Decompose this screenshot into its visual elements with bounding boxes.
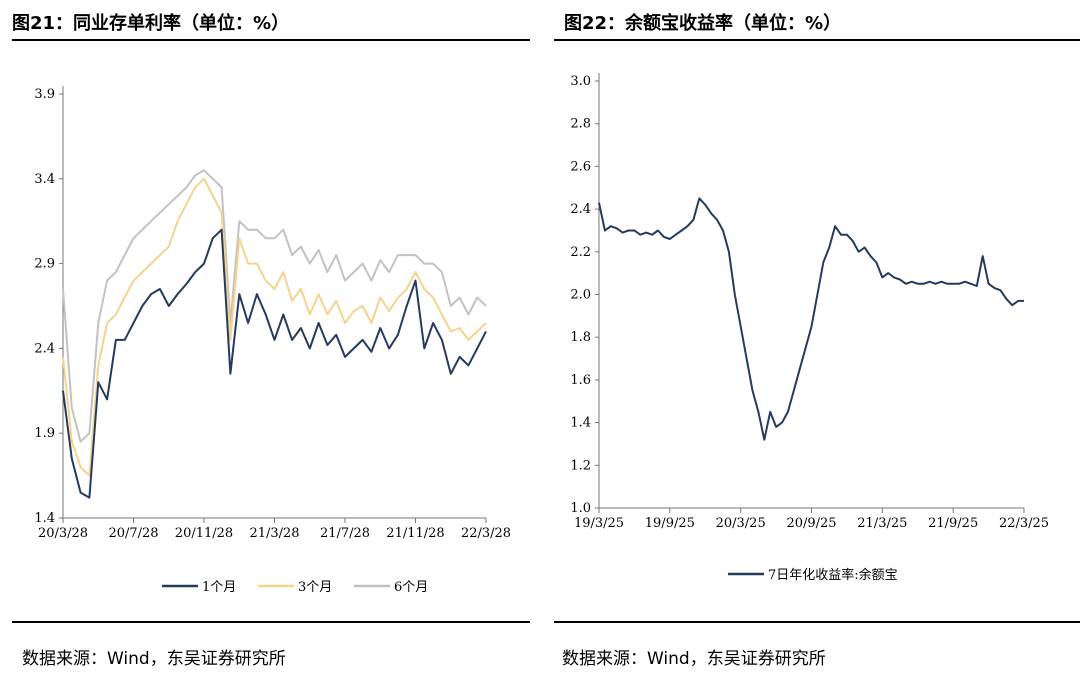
y-tick-label: 2.4 [570, 202, 591, 217]
x-tick-label: 20/9/25 [786, 516, 836, 531]
y-tick-label: 2.0 [570, 288, 591, 303]
x-tick-label: 21/7/28 [320, 526, 370, 541]
y-tick-label: 2.9 [34, 257, 55, 272]
x-tick-label: 21/3/28 [249, 526, 299, 541]
series-line [598, 197, 1024, 441]
y-tick-label: 2.6 [570, 159, 591, 174]
series-line [62, 228, 487, 499]
source-divider [12, 621, 530, 623]
x-tick-label: 20/7/28 [108, 526, 158, 541]
interbank-cd-rate-chart: 1.4 1.9 2.4 2.9 3.4 3.9 20/3/28 20/7/28 20/11/28… [34, 86, 511, 595]
figure-title: 图22：余额宝收益率（单位：%） [564, 13, 842, 34]
y-tick-label: 3.4 [34, 172, 55, 187]
source-divider [554, 621, 1080, 623]
x-tick-label: 19/3/25 [574, 516, 624, 531]
x-tick-label: 21/9/25 [928, 516, 978, 531]
figure-title: 图21：同业存单利率（单位：%） [12, 13, 290, 34]
y-tick-label: 3.9 [34, 87, 55, 102]
y-tick-label: 3.0 [570, 74, 591, 89]
y-tick-label: 1.0 [570, 501, 591, 516]
y-tick-label: 2.2 [570, 245, 591, 260]
y-tick-label: 2.8 [570, 117, 591, 132]
legend-label: 3个月 [298, 580, 332, 595]
x-tick-label: 20/11/28 [175, 526, 233, 541]
x-tick-label: 19/9/25 [645, 516, 695, 531]
source-note: 数据来源：Wind，东吴证券研究所 [562, 649, 826, 669]
x-tick-label: 21/11/28 [386, 526, 444, 541]
series-line [62, 169, 487, 443]
figure-21-panel: 图21：同业存单利率（单位：%） 1.4 1.9 2.4 2.9 3.4 3.9 20/3/… [12, 13, 530, 669]
y-tick-label: 1.8 [570, 330, 591, 345]
legend-label: 1个月 [202, 580, 236, 595]
x-tick-label: 22/3/28 [461, 526, 511, 541]
y-tick-label: 1.4 [34, 511, 55, 526]
y-tick-label: 2.4 [34, 341, 55, 356]
legend-label: 6个月 [394, 580, 428, 595]
y-tick-label: 1.9 [34, 426, 55, 441]
figure-22-panel: 图22：余额宝收益率（单位：%） 1.0 1.2 1.4 1.6 1.8 2.0 2.2 2.… [548, 0, 1080, 683]
y-tick-label: 1.2 [570, 458, 591, 473]
yuebao-yield-chart: 1.0 1.2 1.4 1.6 1.8 2.0 2.2 2.4 2.6 2.8 3.0 19/3/25… [570, 73, 1049, 583]
title-divider [554, 39, 1080, 41]
x-tick-label: 20/3/25 [716, 516, 766, 531]
title-divider [12, 39, 530, 41]
source-note: 数据来源：Wind，东吴证券研究所 [22, 649, 286, 669]
legend-label: 7日年化收益率:余额宝 [768, 567, 898, 583]
y-tick-label: 1.4 [570, 416, 591, 431]
x-tick-label: 20/3/28 [38, 526, 88, 541]
x-tick-label: 21/3/25 [857, 516, 907, 531]
series-line [62, 177, 487, 477]
y-tick-label: 1.6 [570, 373, 591, 388]
x-tick-label: 22/3/25 [999, 516, 1049, 531]
